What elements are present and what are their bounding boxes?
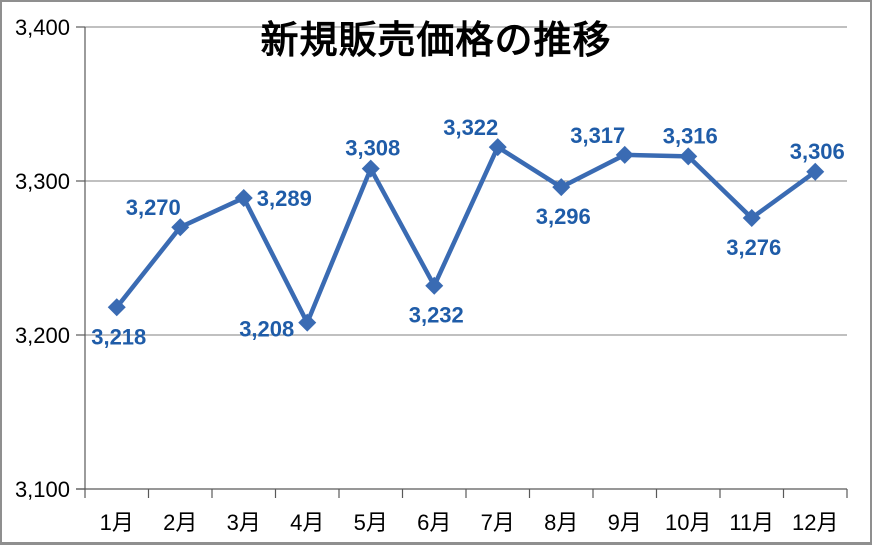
data-point-label: 3,289: [257, 186, 312, 211]
x-axis-label: 9月: [608, 510, 642, 535]
data-point-label: 3,208: [239, 317, 294, 342]
data-point-marker: [171, 218, 190, 237]
data-point-marker: [107, 298, 126, 317]
data-point-label: 3,308: [345, 136, 400, 161]
y-axis-label: 3,400: [15, 15, 70, 40]
x-axis-label: 2月: [163, 510, 197, 535]
data-point-label: 3,232: [409, 303, 464, 328]
data-point-label: 3,276: [726, 235, 781, 260]
data-point-label: 3,316: [663, 123, 718, 148]
x-axis-label: 5月: [354, 510, 388, 535]
x-axis-label: 7月: [481, 510, 515, 535]
data-point-marker: [742, 208, 761, 227]
y-axis-label: 3,100: [15, 477, 70, 502]
x-axis-label: 8月: [544, 510, 578, 535]
data-point-label: 3,322: [443, 115, 498, 140]
data-point-marker: [234, 188, 253, 207]
data-point-label: 3,306: [790, 139, 845, 164]
x-axis-label: 6月: [417, 510, 451, 535]
data-point-marker: [425, 276, 444, 295]
data-point-marker: [552, 178, 571, 197]
data-point-label: 3,270: [126, 195, 181, 220]
x-axis-label: 11月: [729, 510, 774, 535]
x-axis-label: 1月: [100, 510, 134, 535]
data-point-marker: [488, 138, 507, 157]
data-point-marker: [679, 147, 698, 166]
data-point-marker: [298, 313, 317, 332]
y-axis-label: 3,300: [15, 169, 70, 194]
x-axis-label: 4月: [290, 510, 324, 535]
y-axis-label: 3,200: [15, 323, 70, 348]
data-point-label: 3,218: [91, 324, 146, 349]
x-axis-label: 3月: [227, 510, 261, 535]
x-axis-label: 12月: [792, 510, 838, 535]
data-point-marker: [806, 162, 825, 181]
data-point-marker: [615, 145, 634, 164]
data-series-line: [114, 144, 818, 325]
x-axis-label: 10月: [665, 510, 711, 535]
data-point-marker: [361, 159, 380, 178]
data-point-label: 3,296: [536, 204, 591, 229]
data-point-label: 3,317: [570, 123, 625, 148]
